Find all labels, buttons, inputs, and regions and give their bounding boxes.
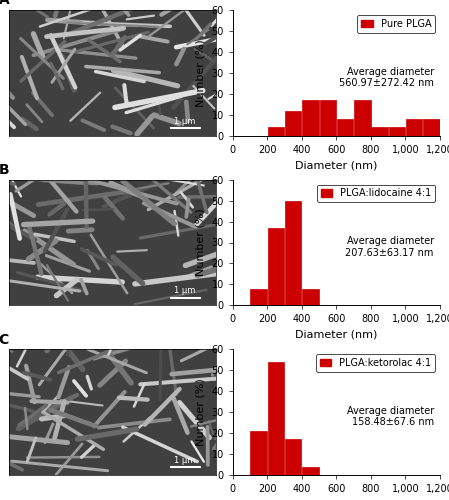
Text: 1 μm: 1 μm [175, 116, 196, 126]
Bar [251, 431, 267, 475]
Bar [354, 100, 370, 136]
Bar [371, 128, 388, 136]
X-axis label: Diameter (nm): Diameter (nm) [295, 160, 378, 170]
Bar [406, 119, 423, 136]
Bar [268, 362, 284, 475]
Y-axis label: Number (%): Number (%) [196, 378, 206, 446]
Bar [285, 200, 301, 306]
Text: Average diameter
560.97±272.42 nm: Average diameter 560.97±272.42 nm [339, 66, 434, 88]
Text: 1 μm: 1 μm [175, 456, 196, 465]
Bar [268, 228, 284, 306]
Legend: PLGA:ketorolac 4:1: PLGA:ketorolac 4:1 [316, 354, 435, 372]
Text: A: A [0, 0, 9, 8]
Text: B: B [0, 163, 9, 177]
Bar [423, 119, 440, 136]
Text: C: C [0, 333, 9, 347]
Bar [268, 128, 284, 136]
Text: Average diameter
207.63±63.17 nm: Average diameter 207.63±63.17 nm [345, 236, 434, 258]
Text: 1 μm: 1 μm [175, 286, 196, 296]
Bar [285, 440, 301, 475]
Text: Average diameter
158.48±67.6 nm: Average diameter 158.48±67.6 nm [347, 406, 434, 427]
Bar [302, 288, 319, 306]
Bar [337, 119, 353, 136]
Bar [320, 100, 336, 136]
Y-axis label: Number (%): Number (%) [196, 208, 206, 276]
X-axis label: Diameter (nm): Diameter (nm) [295, 330, 378, 340]
Bar [302, 100, 319, 136]
Bar [389, 128, 405, 136]
Bar [302, 466, 319, 475]
Y-axis label: Number (%): Number (%) [196, 39, 206, 106]
Legend: PLGA:lidocaine 4:1: PLGA:lidocaine 4:1 [317, 184, 435, 202]
Legend: Pure PLGA: Pure PLGA [357, 15, 435, 32]
Bar [285, 110, 301, 136]
Bar [251, 288, 267, 306]
